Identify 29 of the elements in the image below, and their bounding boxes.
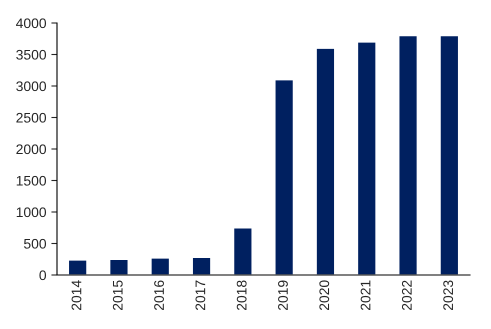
x-tick-label: 2023 bbox=[443, 280, 454, 310]
y-tick-label: 1000 bbox=[16, 207, 46, 218]
x-tick-label: 2022 bbox=[402, 280, 412, 310]
bar bbox=[108, 258, 129, 275]
bar bbox=[68, 259, 88, 275]
x-tick-label: 2018 bbox=[236, 280, 247, 310]
bar bbox=[356, 41, 377, 275]
x-tick-label: 2016 bbox=[154, 280, 164, 310]
x-tick-label: 2015 bbox=[112, 280, 123, 310]
x-tick-label: 2019 bbox=[278, 280, 288, 310]
bar bbox=[398, 34, 418, 275]
y-tick-label: 3500 bbox=[16, 50, 46, 60]
y-tick-label: 3000 bbox=[16, 81, 46, 92]
y-tick-label: 500 bbox=[24, 238, 46, 249]
bar bbox=[150, 257, 170, 275]
y-tick-label: 2000 bbox=[16, 144, 46, 154]
y-tick-label: 1500 bbox=[16, 176, 46, 186]
x-tick-label: 2014 bbox=[72, 280, 82, 310]
bar bbox=[439, 34, 460, 275]
y-tick-label: 4000 bbox=[16, 18, 46, 28]
bar bbox=[315, 48, 336, 275]
x-tick-label: 2021 bbox=[360, 280, 370, 310]
bar bbox=[274, 79, 294, 275]
y-tick-label: 0 bbox=[39, 270, 46, 280]
bar bbox=[232, 227, 253, 275]
x-tick-label: 2020 bbox=[319, 280, 330, 310]
bar bbox=[192, 256, 212, 275]
x-tick-label: 2017 bbox=[195, 280, 206, 310]
y-tick-label: 2500 bbox=[16, 112, 46, 123]
